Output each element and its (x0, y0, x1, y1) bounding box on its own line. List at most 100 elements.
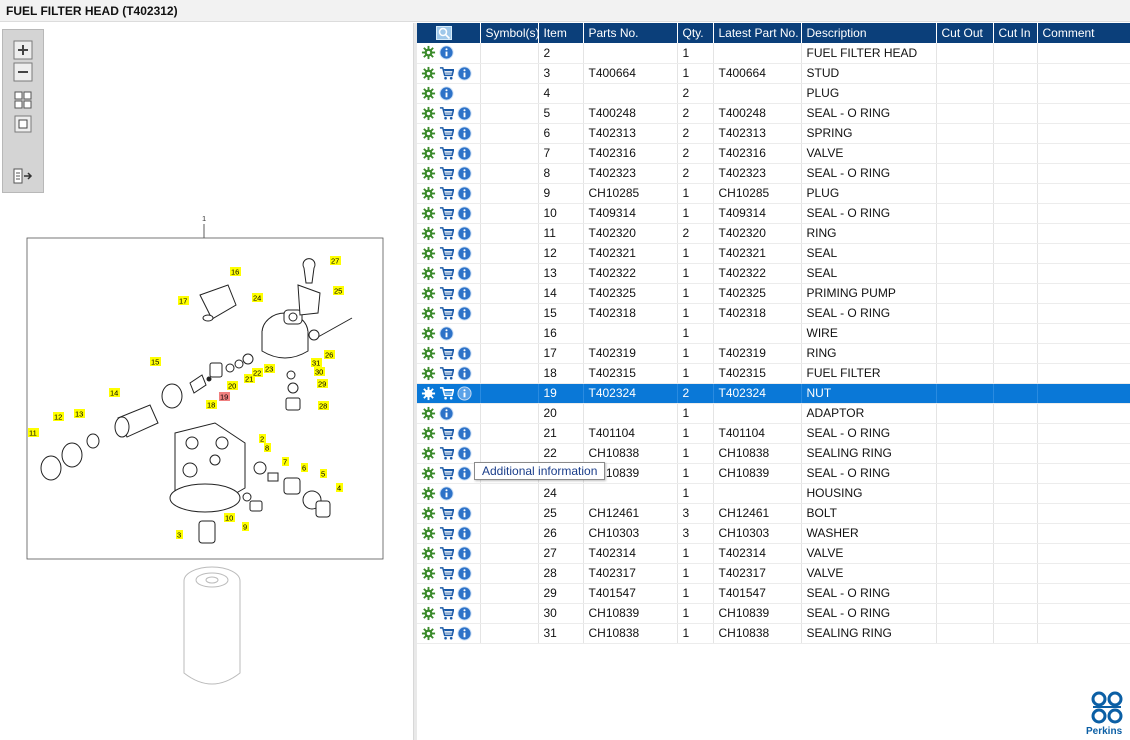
info-icon[interactable] (457, 305, 472, 321)
callout-17-label[interactable]: 17 (179, 297, 187, 306)
info-icon[interactable] (457, 265, 472, 281)
callout-22-marker[interactable] (252, 368, 263, 377)
cart-icon[interactable] (439, 446, 454, 461)
cart-icon[interactable] (439, 466, 454, 481)
info-icon[interactable] (457, 425, 472, 441)
cart-icon[interactable] (439, 506, 454, 521)
column-header-symbols[interactable]: Symbol(s) (480, 23, 539, 43)
cart-icon[interactable] (439, 566, 454, 581)
callout-20-marker[interactable] (227, 381, 238, 390)
callout-28-label[interactable]: 28 (319, 402, 327, 411)
column-header-latest-part-no[interactable]: Latest Part No. (713, 23, 802, 43)
callout-21-label[interactable]: 21 (245, 375, 253, 384)
export-button[interactable] (13, 166, 33, 186)
info-icon[interactable] (457, 565, 472, 581)
table-row[interactable]: 22 CH10838 1 CH10838 SEALING RING (417, 443, 1130, 464)
exploded-parts-diagram[interactable]: 1 (0, 23, 414, 713)
callout-26-marker[interactable] (324, 350, 335, 359)
actual-size-button[interactable] (13, 114, 33, 134)
column-header-item[interactable]: Item (538, 23, 584, 43)
info-icon[interactable] (439, 325, 454, 341)
gear-icon[interactable] (421, 346, 436, 361)
callout-16-marker[interactable] (230, 267, 241, 276)
callout-23-label[interactable]: 23 (265, 365, 273, 374)
gear-icon[interactable] (421, 146, 436, 161)
info-icon[interactable] (439, 85, 454, 101)
gear-icon[interactable] (421, 66, 436, 81)
cart-icon[interactable] (439, 66, 454, 81)
callout-5-marker[interactable] (320, 469, 327, 478)
cart-icon[interactable] (439, 226, 454, 241)
info-icon[interactable] (457, 385, 472, 401)
gear-icon[interactable] (421, 246, 436, 261)
gear-icon[interactable] (421, 526, 436, 541)
callout-24-marker[interactable] (252, 293, 263, 302)
zoom-out-button[interactable] (13, 62, 33, 82)
callout-24-label[interactable]: 24 (253, 294, 261, 303)
gear-icon[interactable] (421, 406, 436, 421)
table-row[interactable]: 10 T409314 1 T409314 SEAL - O RING (417, 203, 1130, 224)
info-icon[interactable] (457, 125, 472, 141)
table-row[interactable]: 29 T401547 1 T401547 SEAL - O RING (417, 583, 1130, 604)
cart-icon[interactable] (439, 266, 454, 281)
gear-icon[interactable] (421, 446, 436, 461)
table-row[interactable]: 24 1 HOUSING (417, 483, 1130, 504)
gear-icon[interactable] (421, 506, 436, 521)
cart-icon[interactable] (439, 246, 454, 261)
gear-icon[interactable] (421, 566, 436, 581)
zoom-in-button[interactable] (13, 40, 33, 60)
table-row[interactable]: 19 T402324 2 T402324 NUT (417, 383, 1130, 404)
table-row[interactable]: 8 T402323 2 T402323 SEAL - O RING (417, 163, 1130, 184)
cart-icon[interactable] (439, 386, 454, 401)
callout-11-label[interactable]: 11 (29, 429, 37, 438)
table-row[interactable]: 5 T400248 2 T400248 SEAL - O RING (417, 103, 1130, 124)
table-row[interactable]: 17 T402319 1 T402319 RING (417, 343, 1130, 364)
callout-19-marker[interactable] (219, 392, 230, 401)
table-row[interactable]: 31 CH10838 1 CH10838 SEALING RING (417, 623, 1130, 644)
cart-icon[interactable] (439, 306, 454, 321)
column-header-parts-no[interactable]: Parts No. (583, 23, 678, 43)
callout-27-marker[interactable] (330, 256, 341, 265)
callout-3-label[interactable]: 3 (177, 531, 181, 540)
callout-5-label[interactable]: 5 (321, 470, 325, 479)
table-row[interactable]: 3 T400664 1 T400664 STUD (417, 63, 1130, 84)
callout-23-marker[interactable] (264, 364, 275, 373)
gear-icon[interactable] (421, 86, 436, 101)
info-icon[interactable] (457, 365, 472, 381)
column-header-qty[interactable]: Qty. (677, 23, 714, 43)
callout-30-label[interactable]: 30 (315, 368, 323, 377)
callout-15-marker[interactable] (150, 357, 161, 366)
table-row[interactable]: 11 T402320 2 T402320 RING (417, 223, 1130, 244)
callout-7-marker[interactable] (282, 457, 289, 466)
illustration-pane[interactable]: 1 (0, 23, 414, 740)
table-row[interactable]: 25 CH12461 3 CH12461 BOLT (417, 503, 1130, 524)
info-icon[interactable] (457, 505, 472, 521)
info-icon[interactable] (457, 285, 472, 301)
callout-4-marker[interactable] (336, 483, 343, 492)
callout-16-label[interactable]: 16 (231, 268, 239, 277)
gear-icon[interactable] (421, 306, 436, 321)
info-icon[interactable] (457, 445, 472, 461)
info-icon[interactable] (457, 205, 472, 221)
callout-13-marker[interactable] (74, 409, 85, 418)
callout-7-label[interactable]: 7 (283, 458, 287, 467)
column-header-cut-in[interactable]: Cut In (993, 23, 1038, 43)
info-icon[interactable] (439, 405, 454, 421)
cart-icon[interactable] (439, 186, 454, 201)
callout-2-marker[interactable] (259, 434, 266, 443)
gear-icon[interactable] (421, 186, 436, 201)
callout-17-marker[interactable] (178, 296, 189, 305)
cart-icon[interactable] (439, 166, 454, 181)
callout-28-marker[interactable] (318, 401, 329, 410)
info-icon[interactable] (457, 585, 472, 601)
callout-6-marker[interactable] (301, 463, 308, 472)
column-header-comment[interactable]: Comment (1037, 23, 1130, 43)
gear-icon[interactable] (421, 286, 436, 301)
gear-icon[interactable] (421, 606, 436, 621)
callout-10-label[interactable]: 10 (225, 514, 233, 523)
gear-icon[interactable] (421, 366, 436, 381)
gear-icon[interactable] (421, 266, 436, 281)
info-icon[interactable] (457, 165, 472, 181)
cart-icon[interactable] (439, 606, 454, 621)
gear-icon[interactable] (421, 326, 436, 341)
